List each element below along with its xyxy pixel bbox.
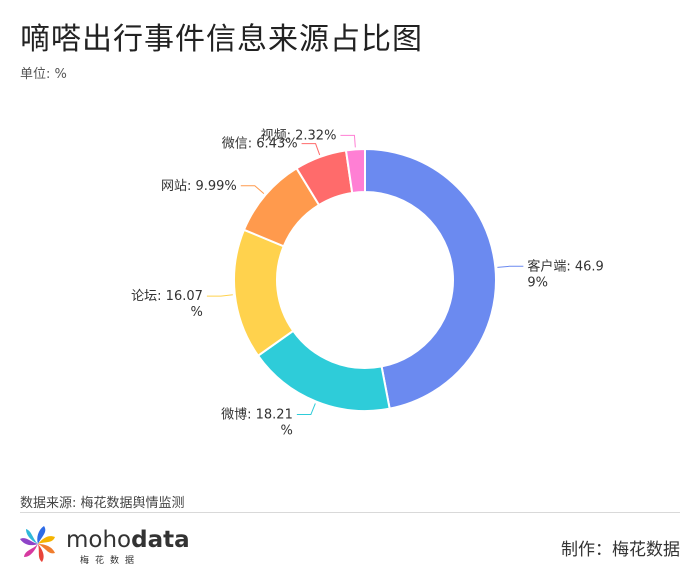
slice-2 <box>233 228 295 358</box>
brand-suffix: data <box>131 527 190 553</box>
slice-label-1: 微博: 18.21% <box>221 408 293 439</box>
leader-line-0 <box>497 265 524 268</box>
slice-5 <box>344 147 366 195</box>
slice-label-5: 视频: 2.32% <box>261 128 337 143</box>
slice-label-0: 客户端: 46.9 9% <box>527 258 603 290</box>
brand-prefix: moho <box>66 527 132 553</box>
slice-label-2: 论坛: 16.07% <box>131 289 203 320</box>
leader-line-3 <box>240 185 265 194</box>
brand-cn: 梅花数据 <box>80 556 141 566</box>
slice-label-4: 微信: 6.43% <box>222 137 298 152</box>
donut-chart: 客户端: 46.9 9% 微博: 18.21 % 论坛: 16.07 % 网站: 9.99%… <box>131 128 604 439</box>
footer-divider <box>20 512 680 513</box>
unit-label: 单位: % <box>20 67 67 82</box>
credit-label: 制作：梅花数据 <box>561 540 680 560</box>
slice-label-3: 网站: 9.99% <box>161 179 237 194</box>
data-source: 数据来源: 梅花数据舆情监测 <box>20 496 185 511</box>
leader-line-1 <box>296 403 316 416</box>
mohodata-logo-icon <box>20 526 55 562</box>
brand-name: mohodata <box>66 527 190 553</box>
slice-0 <box>364 147 497 410</box>
leader-line-5 <box>340 134 356 148</box>
leader-line-2 <box>206 294 233 297</box>
page-title: 嘀嗒出行事件信息来源占比图 <box>20 22 423 57</box>
leader-line-4 <box>301 143 321 156</box>
